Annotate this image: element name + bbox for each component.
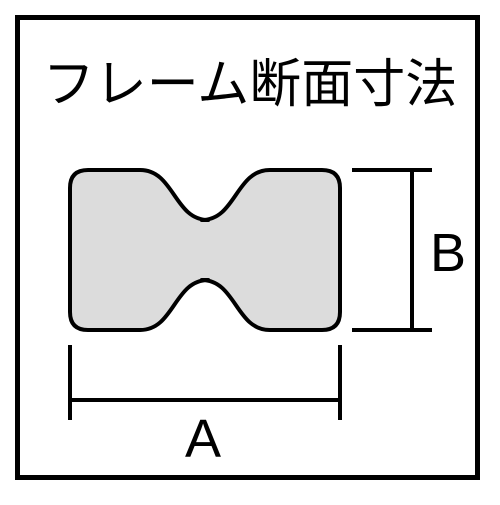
dimension-b — [352, 170, 432, 330]
ibeam-cross-section — [70, 170, 340, 330]
dimension-a-label: A — [185, 408, 221, 470]
diagram-canvas — [0, 0, 500, 500]
dimension-b-label: B — [430, 222, 466, 284]
